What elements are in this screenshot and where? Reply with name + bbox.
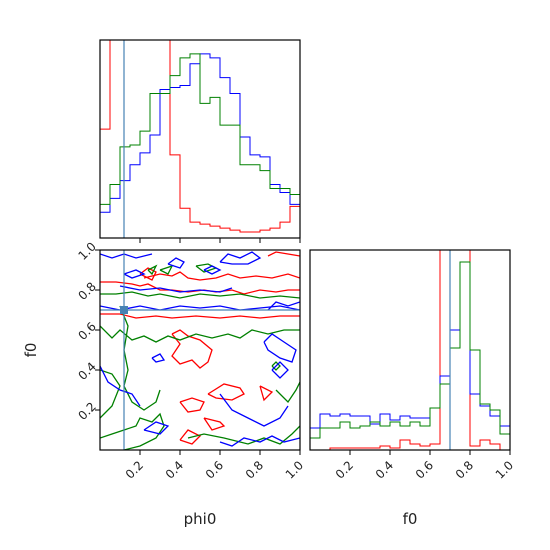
x-axis-label-f0: f0	[403, 510, 418, 528]
contour-blue-4	[219, 393, 289, 427]
contour-green-8	[159, 264, 174, 275]
f0-x-tick-label: 0.4	[373, 458, 396, 481]
contour-blue-12	[151, 353, 166, 363]
contour-green-0	[100, 291, 300, 299]
f0-y-tick-label: 0.2	[75, 399, 98, 422]
contour-blue-14	[271, 361, 289, 379]
contour-red-10	[139, 267, 157, 281]
f0-histogram-frame	[309, 249, 511, 451]
contour-red-4	[207, 383, 245, 401]
contour-green-2	[119, 305, 161, 411]
contour-red-0	[143, 271, 300, 281]
phi0-f0-contour-panel	[99, 249, 301, 451]
phi0-x-tick-label: 0.8	[243, 458, 266, 481]
contour-green-9	[271, 361, 281, 371]
f0-x-tick-label: 0.2	[333, 458, 356, 481]
contour-green-3	[100, 369, 121, 419]
contour-blue-10	[263, 333, 297, 363]
contour-blue-0	[100, 253, 153, 259]
phi0-x-tick-label: 1.0	[283, 458, 306, 481]
phi0-histogram-green	[100, 53, 300, 238]
contour-red-7	[179, 429, 202, 445]
f0-histogram-green	[310, 261, 510, 450]
phi0-histogram-panel	[99, 39, 301, 239]
f0-y-tick-label: 0.6	[75, 319, 98, 342]
contour-red-6	[203, 417, 226, 431]
f0-histogram-red	[310, 250, 510, 450]
contour-green-10	[147, 264, 158, 276]
contour-blue-13	[143, 421, 170, 435]
contour-blue-5	[219, 435, 300, 447]
contour-red-3	[171, 329, 213, 369]
contour-red-9	[267, 251, 300, 257]
contour-frame	[99, 249, 301, 451]
y-axis-label-f0: f0	[22, 343, 40, 358]
f0-x-tick-label: 1.0	[493, 458, 516, 481]
contour-red-8	[259, 385, 274, 402]
f0-y-tick-label: 1.0	[75, 239, 98, 262]
contour-red-5	[179, 397, 205, 413]
x-axis-label-phi0: phi0	[184, 510, 217, 528]
truth-marker	[120, 306, 128, 314]
contour-blue-6	[219, 251, 262, 265]
f0-y-tick-label: 0.8	[75, 279, 98, 302]
phi0-x-tick-label: 0.6	[203, 458, 226, 481]
phi0-histogram-red	[100, 40, 300, 238]
contour-blue-2	[100, 305, 300, 311]
contour-blue-1	[119, 285, 233, 293]
f0-histogram-panel	[309, 249, 511, 451]
contour-blue-7	[167, 257, 185, 269]
contour-green-6	[275, 381, 300, 404]
contour-blue-9	[203, 265, 222, 275]
contour-blue-11	[267, 301, 300, 311]
f0-x-tick-label: 0.6	[413, 458, 436, 481]
contour-blue-3	[100, 365, 141, 407]
phi0-histogram-frame	[99, 39, 301, 239]
phi0-x-tick-label: 0.2	[123, 458, 146, 481]
contour-red-2	[100, 313, 300, 319]
contour-blue-8	[123, 269, 146, 279]
f0-y-tick-label: 0.4	[75, 359, 98, 382]
contour-green-4	[100, 412, 165, 450]
phi0-x-tick-label: 0.4	[163, 458, 186, 481]
f0-x-tick-label: 0.8	[453, 458, 476, 481]
